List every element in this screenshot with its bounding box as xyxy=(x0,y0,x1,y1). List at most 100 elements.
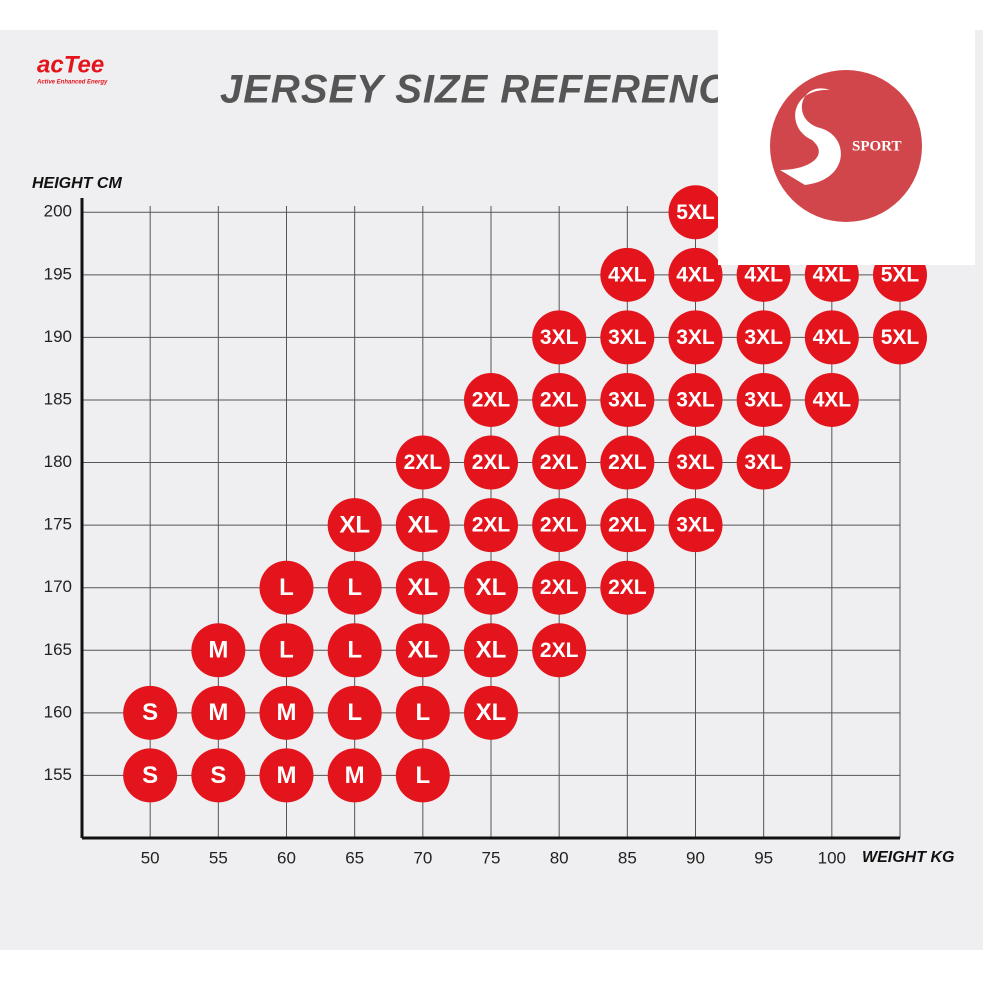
size-label: 4XL xyxy=(608,263,647,286)
size-dot xyxy=(327,560,382,615)
size-label: L xyxy=(279,637,294,664)
size-label: L xyxy=(347,699,362,726)
logo-brand: acTee xyxy=(37,51,104,78)
size-label: 4XL xyxy=(813,263,852,286)
size-dot xyxy=(668,435,723,490)
size-dot xyxy=(736,372,791,427)
size-label: L xyxy=(415,762,430,789)
size-dot xyxy=(123,748,178,803)
y-tick-label: 200 xyxy=(44,202,72,221)
size-dot xyxy=(464,498,518,553)
size-label: 5XL xyxy=(881,263,920,286)
x-tick-label: 60 xyxy=(277,848,296,867)
x-tick-label: 100 xyxy=(818,848,846,867)
watermark-text: SPORT xyxy=(852,138,901,154)
size-dot xyxy=(873,310,927,365)
size-dot xyxy=(395,748,450,803)
x-tick-label: 85 xyxy=(618,848,637,867)
size-label: 4XL xyxy=(744,263,783,286)
size-label: S xyxy=(210,762,226,789)
size-dot xyxy=(259,685,314,740)
size-label: XL xyxy=(476,574,507,601)
size-dot xyxy=(600,435,655,490)
size-dot xyxy=(327,498,382,553)
size-label: L xyxy=(415,699,430,726)
x-tick-label: 65 xyxy=(345,848,364,867)
y-tick-label: 195 xyxy=(44,264,72,283)
size-label: 5XL xyxy=(676,201,715,224)
x-tick-label: 50 xyxy=(141,848,160,867)
size-label: XL xyxy=(476,699,507,726)
size-label: L xyxy=(347,637,362,664)
plot: 155 160 165 170 175 180 185 190 195 200 50 55 60 65 70… xyxy=(44,185,954,867)
size-dot xyxy=(464,560,518,615)
size-label: XL xyxy=(407,511,438,538)
x-tick-label: 90 xyxy=(686,848,705,867)
x-tick-label: 55 xyxy=(209,848,228,867)
size-dot xyxy=(259,748,314,803)
size-label: M xyxy=(208,699,228,726)
size-label: 3XL xyxy=(676,514,715,537)
size-dot xyxy=(532,498,587,553)
size-dot xyxy=(600,560,655,615)
size-dot xyxy=(600,310,655,365)
size-label: 2XL xyxy=(472,514,511,537)
x-tick-label: 95 xyxy=(754,848,773,867)
size-label: 3XL xyxy=(676,451,715,474)
size-dot xyxy=(395,685,450,740)
size-label: 2XL xyxy=(540,514,579,537)
size-label: 4XL xyxy=(813,326,852,349)
y-tick-label: 165 xyxy=(44,640,72,659)
size-dot xyxy=(327,623,382,678)
x-axis-label: WEIGHT KG xyxy=(862,849,954,866)
size-dot xyxy=(668,372,723,427)
size-label: 3XL xyxy=(608,326,647,349)
size-dot xyxy=(532,623,587,678)
size-dot xyxy=(327,748,382,803)
size-dot xyxy=(668,247,723,302)
size-label: 5XL xyxy=(881,326,920,349)
size-dot xyxy=(191,623,246,678)
size-label: 2XL xyxy=(608,451,647,474)
size-dot xyxy=(532,372,587,427)
size-label: 4XL xyxy=(676,263,715,286)
size-dot xyxy=(804,310,859,365)
size-label: 4XL xyxy=(813,389,852,412)
size-label: M xyxy=(277,762,297,789)
size-dot xyxy=(123,685,178,740)
watermark-s xyxy=(780,88,841,185)
size-dot xyxy=(532,310,587,365)
size-dot xyxy=(395,623,450,678)
size-label: 3XL xyxy=(744,389,783,412)
size-label: XL xyxy=(476,637,507,664)
size-dot xyxy=(191,748,246,803)
size-dot xyxy=(532,560,587,615)
size-label: 3XL xyxy=(744,326,783,349)
size-dot xyxy=(668,498,723,553)
size-dot xyxy=(464,623,518,678)
watermark: SPORT xyxy=(718,30,975,265)
size-label: 2XL xyxy=(472,451,511,474)
size-label: L xyxy=(347,574,362,601)
size-label: 2XL xyxy=(404,451,443,474)
size-dot xyxy=(191,685,246,740)
y-tick-label: 155 xyxy=(44,765,72,784)
size-label: S xyxy=(142,699,158,726)
y-tick-label: 185 xyxy=(44,389,72,408)
size-label: XL xyxy=(407,637,438,664)
size-label: S xyxy=(142,762,158,789)
size-dot xyxy=(736,435,791,490)
y-axis-label: HEIGHT CM xyxy=(32,175,122,192)
size-dot xyxy=(668,310,723,365)
size-label: 2XL xyxy=(540,576,579,599)
size-label: 3XL xyxy=(744,451,783,474)
x-tick-label: 70 xyxy=(413,848,432,867)
x-tick-label: 75 xyxy=(482,848,501,867)
size-label: 2XL xyxy=(472,389,511,412)
size-dot xyxy=(395,560,450,615)
size-label: 2XL xyxy=(540,639,579,662)
size-label: M xyxy=(277,699,297,726)
size-label: 2XL xyxy=(540,451,579,474)
